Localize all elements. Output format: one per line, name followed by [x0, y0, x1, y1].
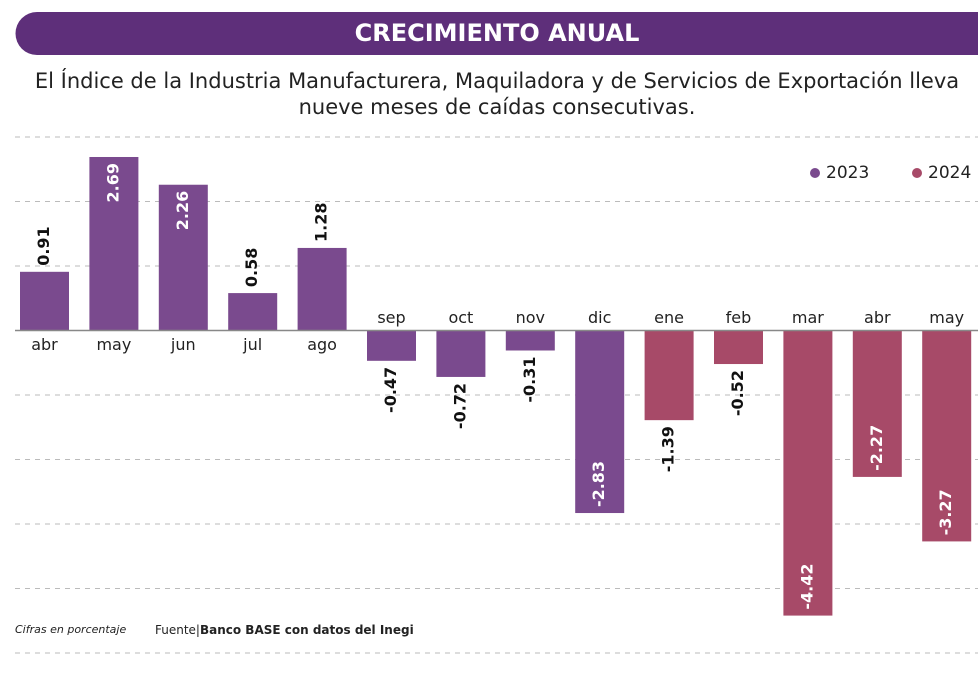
bar	[852, 330, 902, 477]
value-label: -4.42	[797, 563, 816, 609]
x-tick-label: jul	[242, 335, 262, 354]
value-label: -2.83	[589, 461, 608, 507]
bar	[436, 330, 486, 377]
x-tick-label: oct	[448, 308, 473, 327]
bar	[158, 184, 208, 331]
x-tick-label: mar	[792, 308, 824, 327]
bar	[505, 330, 555, 351]
value-label: -3.27	[936, 489, 955, 535]
bar	[20, 271, 69, 331]
bar	[575, 330, 625, 514]
value-label: 2.69	[103, 163, 122, 202]
bar	[297, 247, 347, 331]
value-label: 1.28	[312, 202, 331, 241]
bar	[89, 156, 139, 331]
legend-label: 2024	[928, 163, 971, 183]
source: Fuente|Banco BASE con datos del Inegi	[155, 623, 414, 637]
subtitle: nueve meses de caídas consecutivas.	[299, 95, 696, 119]
source-label: Fuente|	[155, 623, 200, 637]
source-text: Banco BASE con datos del Inegi	[200, 623, 414, 637]
legend-label: 2023	[826, 163, 869, 183]
bar	[714, 330, 763, 365]
value-label: 0.91	[34, 226, 53, 265]
value-label: -0.47	[381, 367, 400, 413]
value-label: -0.72	[450, 383, 469, 429]
x-tick-label: abr	[31, 335, 58, 354]
x-tick-label: abr	[864, 308, 891, 327]
bar	[228, 293, 278, 331]
bar	[367, 330, 416, 361]
value-label: -2.27	[867, 425, 886, 471]
legend-swatch	[912, 168, 922, 178]
value-label: -0.31	[520, 356, 539, 402]
chart-title: CRECIMIENTO ANUAL	[355, 19, 640, 47]
value-label: 0.58	[242, 248, 261, 287]
title-banner	[15, 12, 978, 55]
bar	[922, 330, 972, 542]
x-tick-label: dic	[588, 308, 611, 327]
note: Cifras en porcentaje	[15, 623, 126, 636]
subtitle: El Índice de la Industria Manufacturera,…	[35, 68, 959, 93]
x-tick-label: may	[929, 308, 964, 327]
x-tick-label: feb	[726, 308, 752, 327]
value-label: 2.26	[173, 191, 192, 230]
x-tick-label: ene	[654, 308, 684, 327]
legend-swatch	[810, 168, 820, 178]
x-tick-label: jun	[170, 335, 196, 354]
bar	[644, 330, 694, 421]
x-tick-label: sep	[377, 308, 405, 327]
value-label: -0.52	[728, 370, 747, 416]
x-tick-label: may	[96, 335, 131, 354]
x-tick-label: nov	[516, 308, 545, 327]
x-tick-label: ago	[307, 335, 337, 354]
value-label: -1.39	[659, 426, 678, 472]
bar	[783, 330, 833, 616]
